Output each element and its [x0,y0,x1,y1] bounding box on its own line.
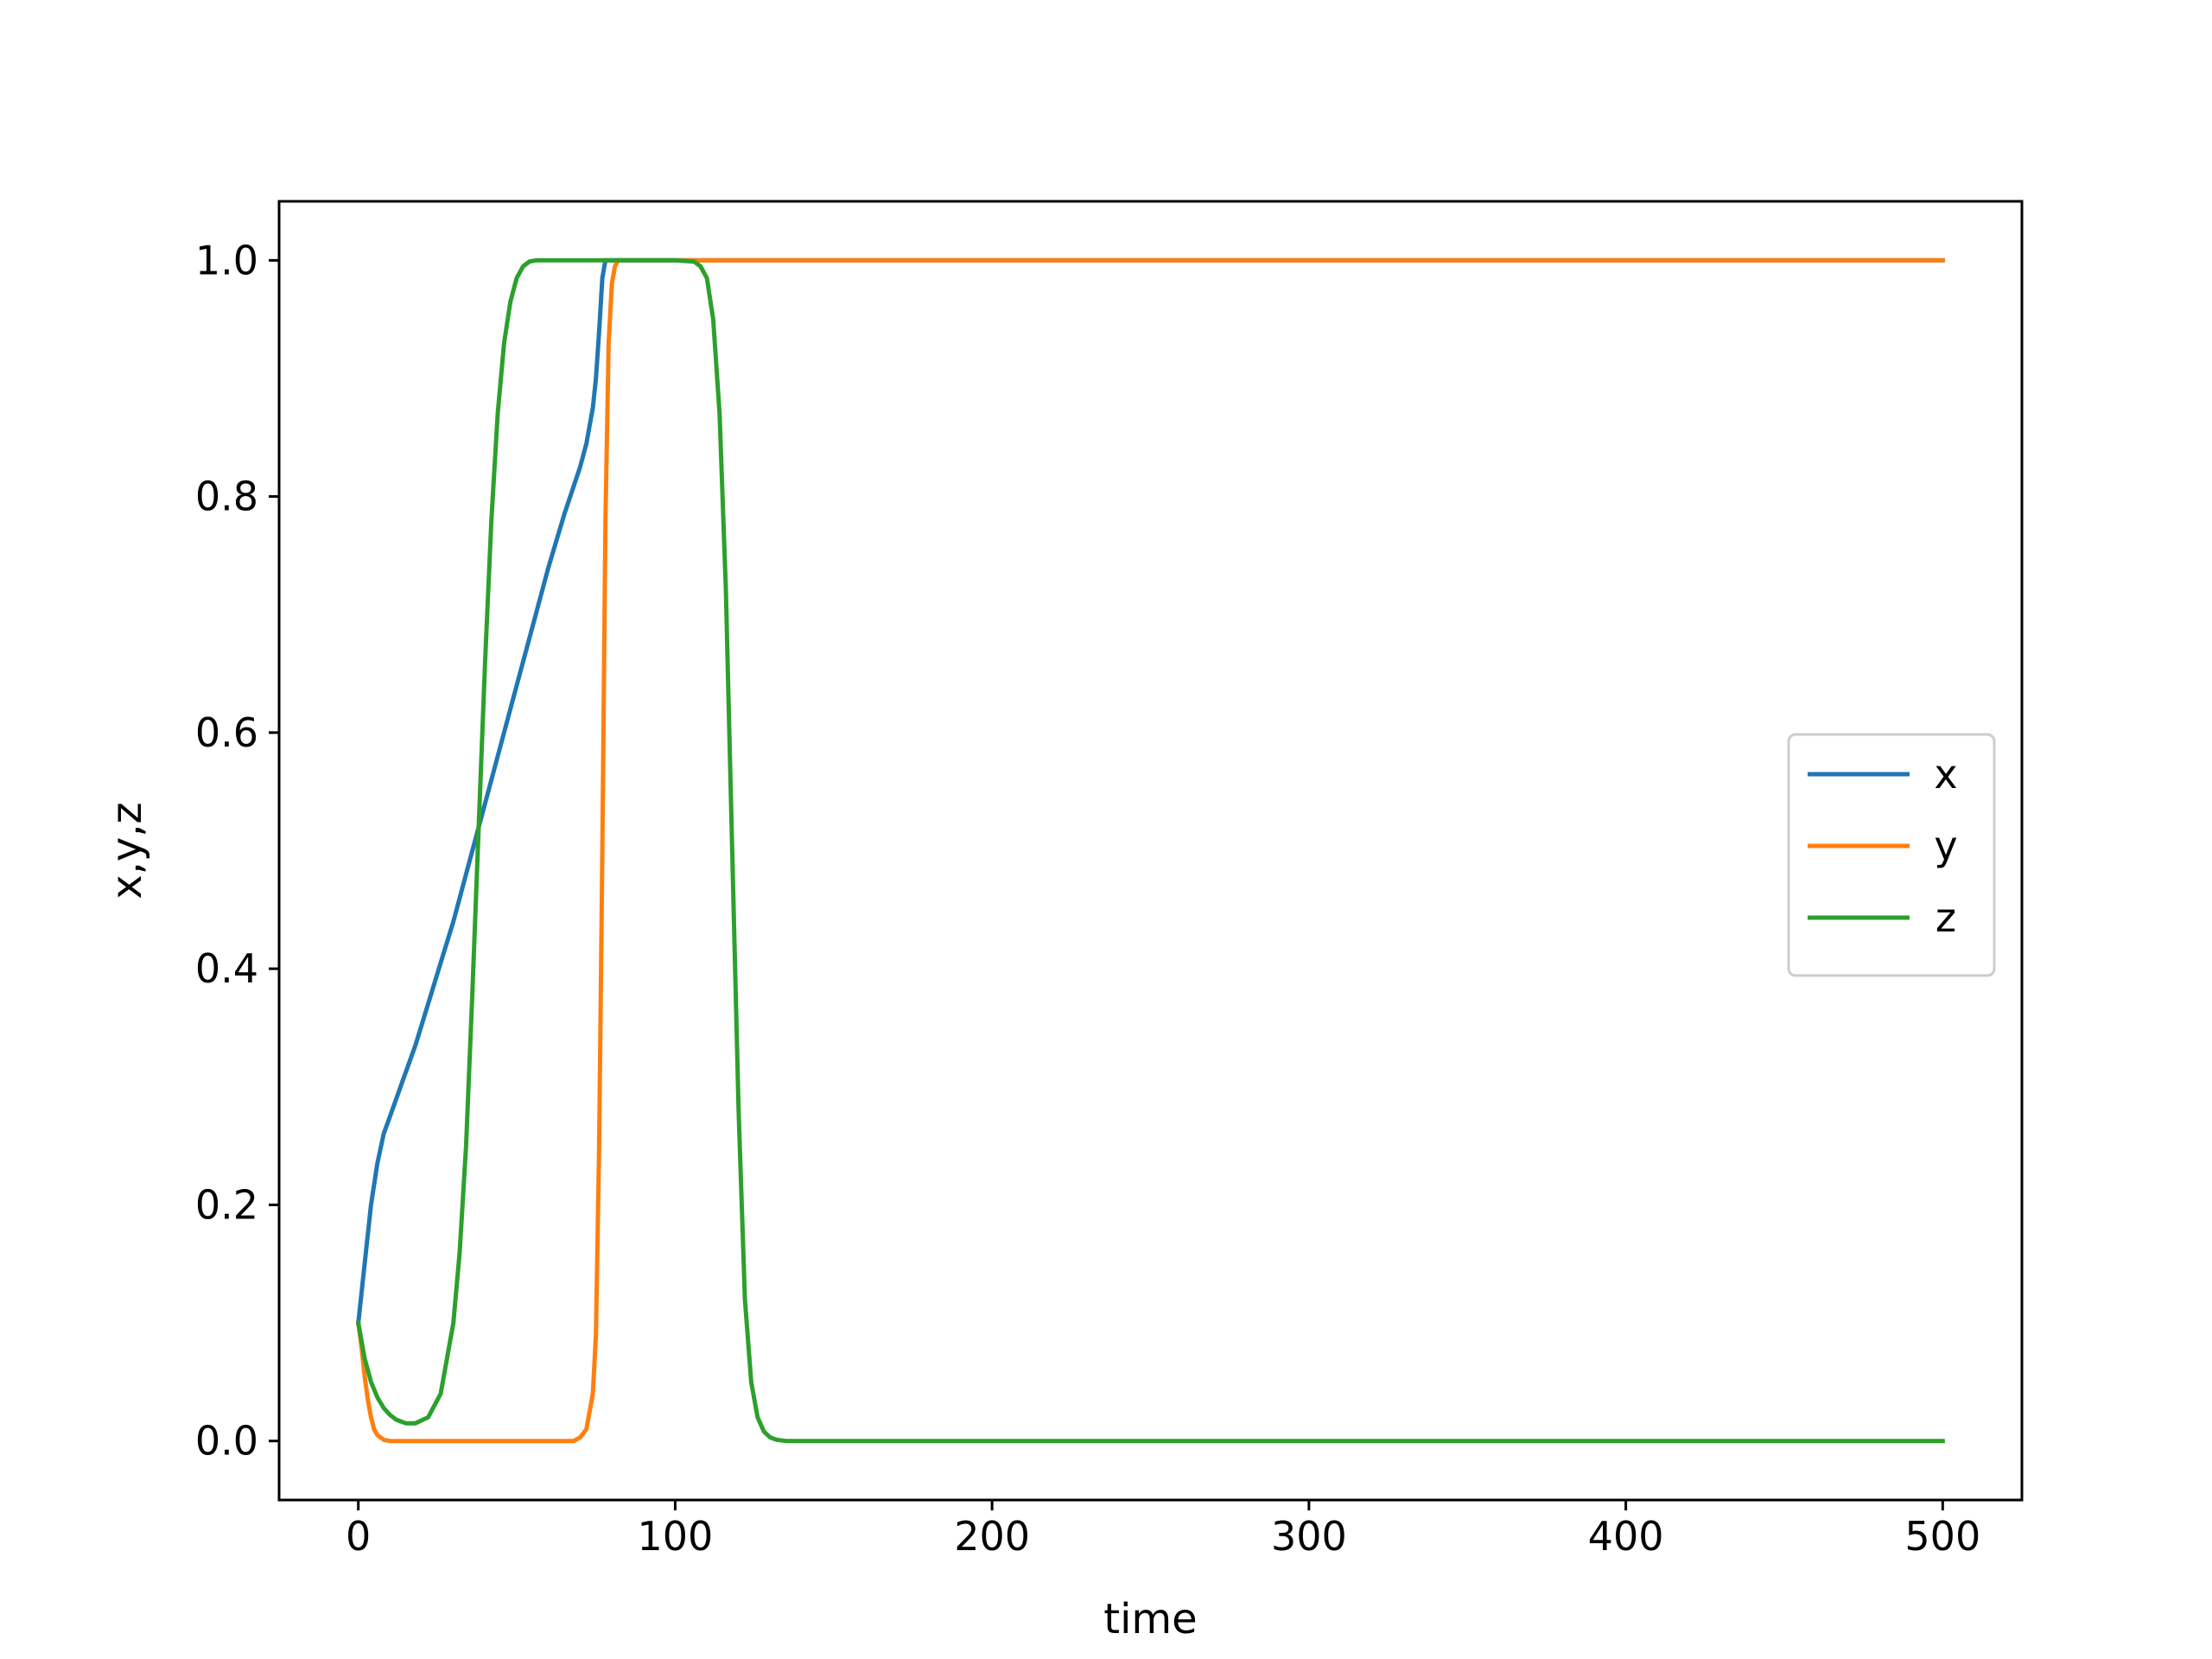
y-tick-label: 0.4 [195,945,258,992]
series-layer [355,257,1945,1444]
x-tick-label: 300 [1271,1513,1347,1560]
x-tick-label: 500 [1904,1513,1980,1560]
legend-label-z: z [1936,894,1956,941]
x-tick-label: 200 [954,1513,1030,1560]
x-axis-ticks: 0 100 200 300 400 500 [346,1500,1980,1560]
y-tick-label: 0.0 [195,1418,258,1465]
y-tick-label: 0.6 [195,709,258,756]
x-tick-label: 0 [346,1513,371,1560]
y-axis-label: x,y,z [103,802,151,899]
y-axis-ticks: 0.0 0.2 0.4 0.6 0.8 1.0 [195,237,279,1465]
y-tick-label: 0.8 [195,474,258,520]
x-tick-label: 100 [638,1513,714,1560]
legend-label-y: y [1934,823,1957,869]
plot-frame [277,200,2024,1502]
series-line-z [355,257,1945,1444]
y-tick-label: 0.2 [195,1181,258,1228]
x-axis-label: time [1103,1595,1197,1643]
y-tick-label: 1.0 [195,237,258,283]
x-tick-label: 400 [1588,1513,1664,1560]
legend-box [1787,733,1996,977]
legend-label-x: x [1934,751,1957,798]
legend: xyz [1787,733,1996,977]
